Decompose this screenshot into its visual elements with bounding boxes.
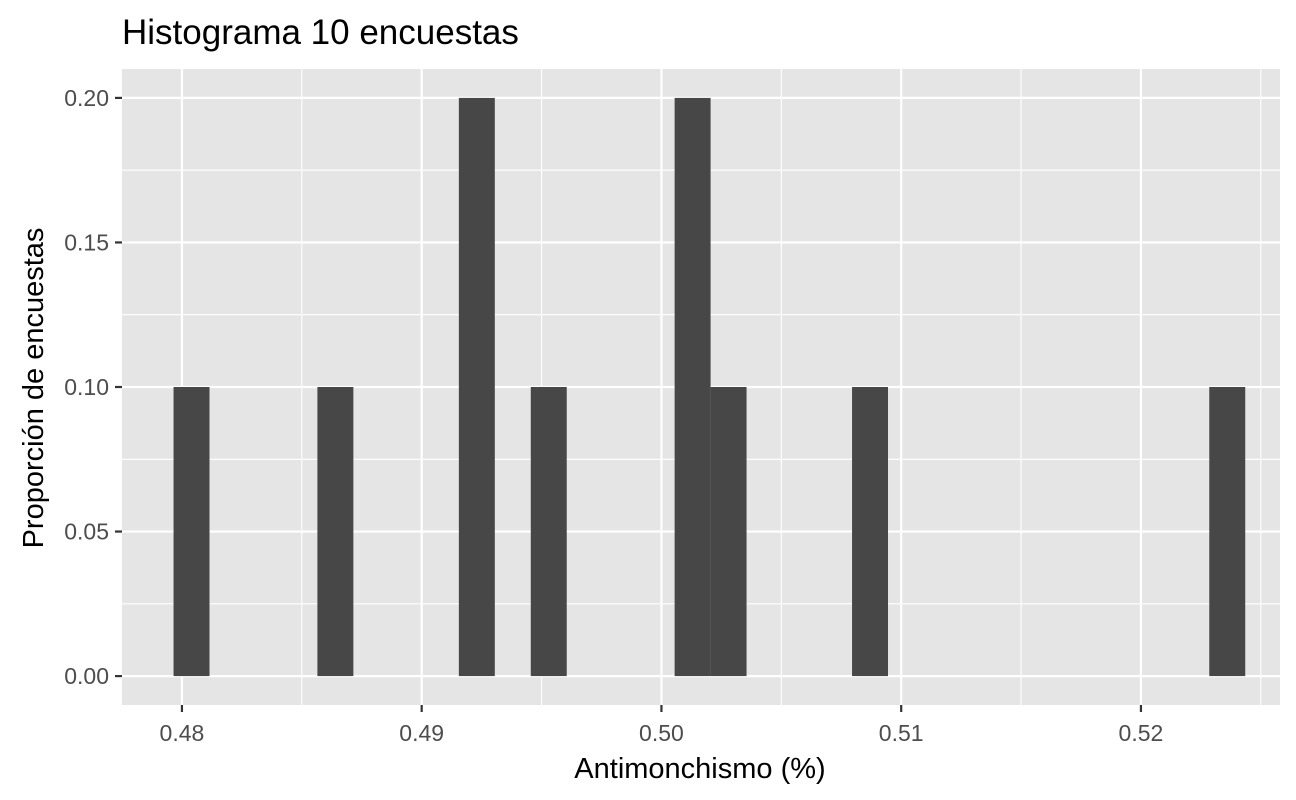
y-tick-label: 0.15 bbox=[64, 229, 109, 255]
histogram-bar bbox=[173, 387, 210, 677]
histogram-bar bbox=[317, 387, 354, 677]
x-tick-label: 0.50 bbox=[639, 720, 684, 746]
y-tick-label: 0.20 bbox=[64, 85, 109, 111]
histogram-bars bbox=[173, 97, 1246, 677]
histogram-bar bbox=[674, 97, 711, 677]
x-tick-label: 0.48 bbox=[160, 720, 205, 746]
histogram-bar bbox=[1209, 387, 1246, 677]
y-tick-label: 0.10 bbox=[64, 374, 109, 400]
histogram-bar bbox=[852, 387, 889, 677]
x-tick-label: 0.52 bbox=[1119, 720, 1164, 746]
histogram-bar bbox=[458, 97, 495, 677]
y-tick-label: 0.05 bbox=[64, 519, 109, 545]
chart-title: Histograma 10 encuestas bbox=[122, 13, 519, 52]
x-tick-label: 0.51 bbox=[879, 720, 924, 746]
y-axis-title: Proporción de encuestas bbox=[18, 228, 50, 549]
x-axis-title: Antimonchismo (%) bbox=[574, 753, 825, 785]
x-tick-label: 0.49 bbox=[399, 720, 444, 746]
histogram-bar bbox=[530, 387, 567, 677]
y-tick-label: 0.00 bbox=[64, 663, 109, 689]
x-axis: 0.48 0.49 0.50 0.51 0.52 bbox=[160, 705, 1164, 746]
histogram-bar bbox=[710, 387, 747, 677]
y-axis: 0.00 0.05 0.10 0.15 0.20 bbox=[64, 85, 122, 689]
